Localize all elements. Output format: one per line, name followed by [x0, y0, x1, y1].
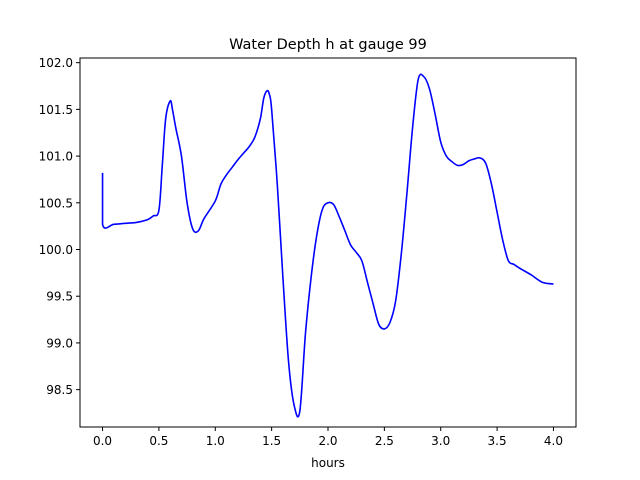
y-tick-label: 99.5: [46, 290, 73, 304]
x-tick-label: 1.5: [262, 434, 281, 448]
chart-title: Water Depth h at gauge 99: [229, 37, 427, 53]
x-tick-label: 4.0: [544, 434, 563, 448]
y-tick-label: 101.5: [39, 103, 73, 117]
x-tick-label: 0.5: [149, 434, 168, 448]
x-tick-label: 2.5: [375, 434, 394, 448]
x-tick-label: 0.0: [93, 434, 112, 448]
series-line: [101, 73, 554, 418]
y-tick-label: 101.0: [39, 150, 73, 164]
x-tick-label: 1.0: [206, 434, 225, 448]
x-tick-label: 3.0: [431, 434, 450, 448]
x-tick-label: 3.5: [488, 434, 507, 448]
y-tick-label: 98.5: [46, 383, 73, 397]
x-axis-label: hours: [311, 456, 345, 470]
plot-background: [80, 58, 576, 427]
y-tick-label: 99.0: [46, 336, 73, 350]
y-axis: 98.5 99.0 99.5 100.0 100.5 101.0 101.5 102.0: [39, 56, 80, 397]
y-tick-label: 102.0: [39, 56, 73, 70]
plot-area: [79, 57, 577, 428]
x-axis: 0.0 0.5 1.0 1.5 2.0 2.5 3.0 3.5 4.0: [93, 427, 563, 448]
x-tick-label: 2.0: [318, 434, 337, 448]
y-tick-label: 100.5: [39, 196, 73, 210]
series-layer: [101, 73, 554, 418]
y-tick-label: 100.0: [39, 243, 73, 257]
